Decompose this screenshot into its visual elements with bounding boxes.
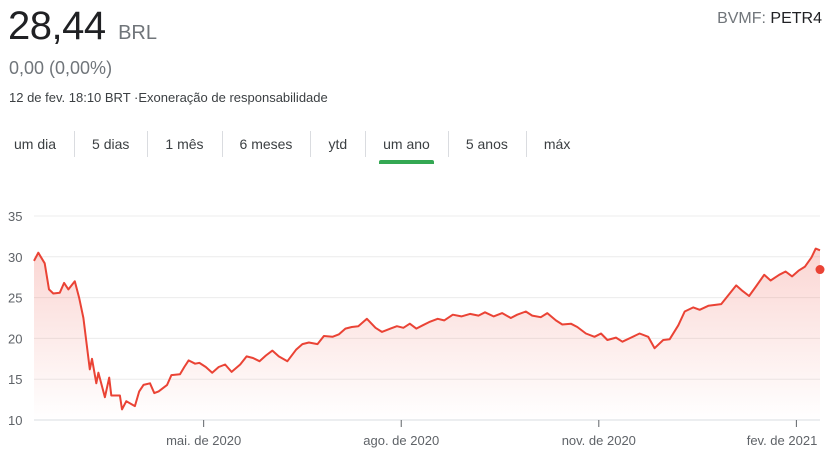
y-tick-label: 35 [8,209,22,224]
x-tick-label: nov. de 2020 [562,433,636,448]
exchange-label: BVMF: [717,10,766,27]
x-axis-ticks: mai. de 2020 ago. de 2020 nov. de 2020 fev.… [166,420,817,448]
price-row: 28,44 BRL [8,4,157,48]
tab-1d[interactable]: um dia [14,136,57,152]
currency-label: BRL [118,22,157,44]
current-price: 28,44 [8,4,106,48]
symbol-label: PETR4 [770,10,822,27]
range-tabs: um dia 5 dias 1 mês 6 meses ytd um ano 5… [0,128,588,164]
tab-ytd[interactable]: ytd [310,128,365,160]
quote-timestamp: 12 de fev. 18:10 BRT [9,90,131,105]
tab-5y[interactable]: 5 anos [447,128,526,160]
x-tick-label: fev. de 2021 [747,433,818,448]
disclaimer-link[interactable]: ·Exoneração de responsabilidade [134,90,328,105]
tab-max[interactable]: máx [525,128,588,160]
price-change: 0,00 (0,00%) [9,58,113,78]
y-tick-label: 25 [8,291,22,306]
y-tick-label: 10 [8,413,22,428]
tab-5d[interactable]: 5 dias [74,128,147,160]
tab-1m[interactable]: 1 mês [147,128,221,160]
price-chart[interactable]: 10 15 20 25 30 35 mai. de 2020 ago. de 2020 nov… [0,196,838,451]
price-line [33,247,821,411]
tab-1y[interactable]: um ano [365,128,448,164]
y-tick-label: 15 [8,372,22,387]
y-tick-label: 30 [8,250,22,265]
x-tick-label: ago. de 2020 [363,433,439,448]
current-price-dot [815,265,825,275]
y-axis-labels: 10 15 20 25 30 35 [8,209,22,428]
quote-meta: 12 de fev. 18:10 BRT ·Exoneração de resp… [9,90,328,105]
price-area [34,248,820,420]
tab-6m[interactable]: 6 meses [221,128,311,160]
y-tick-label: 20 [8,331,22,346]
x-tick-label: mai. de 2020 [166,433,241,448]
ticker-symbol: BVMF: PETR4 [717,10,822,28]
